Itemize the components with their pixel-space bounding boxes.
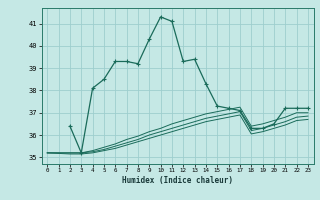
X-axis label: Humidex (Indice chaleur): Humidex (Indice chaleur) [122, 176, 233, 185]
